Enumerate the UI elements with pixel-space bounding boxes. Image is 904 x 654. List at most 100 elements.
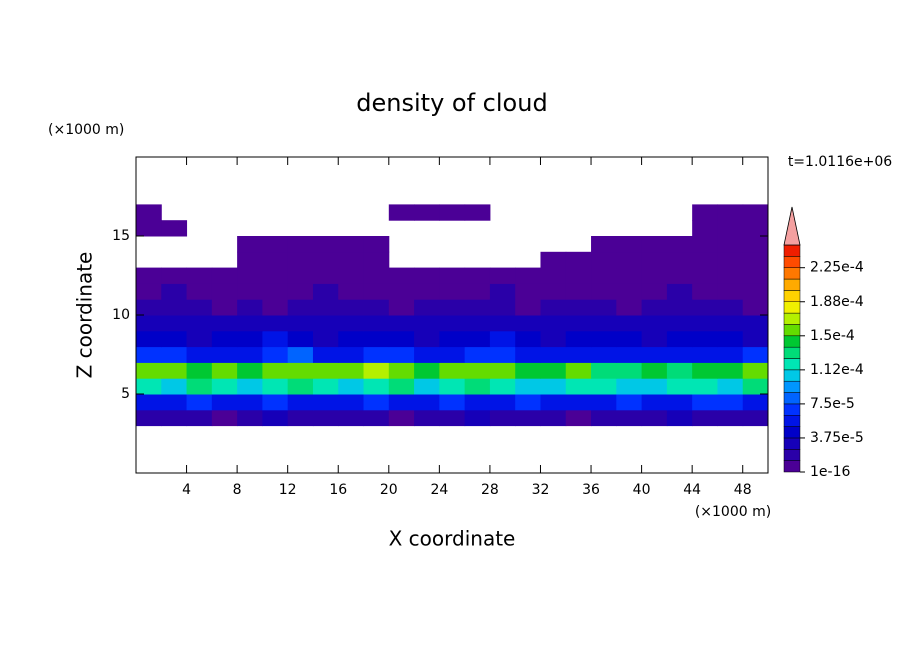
contour-cell bbox=[414, 362, 440, 379]
contour-cell bbox=[136, 220, 162, 237]
contour-cell bbox=[363, 251, 390, 269]
contour-cell bbox=[312, 362, 339, 379]
contour-cell bbox=[717, 299, 744, 316]
contour-cell bbox=[287, 236, 314, 253]
colorbar-tick-label: 7.5e-5 bbox=[810, 396, 855, 412]
contour-cell bbox=[439, 378, 466, 395]
contour-cell bbox=[616, 267, 643, 284]
colorbar-over bbox=[783, 206, 801, 246]
contour-cell bbox=[666, 299, 693, 316]
contour-cell bbox=[237, 236, 263, 253]
y-tick-label: 15 bbox=[112, 228, 130, 244]
contour-cell bbox=[616, 315, 643, 332]
contour-cell bbox=[515, 378, 541, 395]
colorbar-tick-label: 1e-16 bbox=[810, 464, 850, 480]
contour-cell bbox=[464, 283, 491, 300]
y-axis-label: Z coordinate bbox=[73, 252, 97, 379]
contour-cell bbox=[312, 236, 339, 253]
contour-cell bbox=[489, 283, 516, 300]
contour-cell bbox=[540, 362, 567, 379]
contour-cell bbox=[388, 378, 415, 395]
contour-cell bbox=[388, 315, 415, 332]
contour-cell bbox=[161, 283, 188, 300]
colorbar-segment bbox=[783, 244, 801, 257]
contour-cell bbox=[186, 394, 213, 411]
contour-cell bbox=[262, 330, 289, 348]
contour-cell bbox=[211, 409, 238, 427]
contour-cell bbox=[489, 267, 516, 284]
contour-cell bbox=[312, 394, 339, 411]
contour-cell bbox=[161, 378, 188, 395]
contour-cell bbox=[161, 346, 188, 363]
contour-cell bbox=[287, 315, 314, 332]
contour-cell bbox=[262, 378, 289, 395]
contour-cell bbox=[136, 267, 162, 284]
contour-cell bbox=[565, 378, 592, 395]
contour-cell bbox=[489, 346, 516, 363]
contour-cell bbox=[312, 299, 339, 316]
contour-cell bbox=[591, 409, 617, 427]
contour-cell bbox=[641, 330, 668, 348]
colorbar-segment bbox=[783, 278, 801, 291]
contour-cell bbox=[262, 251, 289, 269]
y-unit: (×1000 m) bbox=[48, 122, 124, 138]
contour-cell bbox=[565, 299, 592, 316]
colorbar-segment bbox=[783, 380, 801, 393]
contour-cell bbox=[237, 346, 263, 363]
contour-cell bbox=[692, 378, 718, 395]
colorbar-segment bbox=[783, 403, 801, 416]
contour-cell bbox=[287, 362, 314, 379]
contour-cell bbox=[161, 409, 188, 427]
x-tick-label: 36 bbox=[582, 482, 600, 498]
time-label: t=1.0116e+06 bbox=[788, 154, 892, 170]
contour-cell bbox=[515, 362, 541, 379]
contour-cell bbox=[641, 251, 668, 269]
contour-cell bbox=[388, 346, 415, 363]
contour-cell bbox=[338, 267, 365, 284]
contour-cell bbox=[591, 378, 617, 395]
colorbar-segment bbox=[783, 256, 801, 268]
contour-cell bbox=[439, 299, 466, 316]
contour-cell bbox=[136, 299, 162, 316]
contour-cell bbox=[742, 394, 769, 411]
contour-cell bbox=[414, 315, 440, 332]
contour-cell bbox=[742, 299, 769, 316]
contour-cell bbox=[565, 315, 592, 332]
contour-cell bbox=[262, 315, 289, 332]
contour-cell bbox=[312, 378, 339, 395]
contour-cell bbox=[287, 346, 314, 363]
contour-cell bbox=[388, 409, 415, 427]
contour-cell bbox=[186, 267, 213, 284]
contour-cell bbox=[136, 362, 162, 379]
contour-cell bbox=[136, 283, 162, 300]
contour-cell bbox=[515, 315, 541, 332]
contour-cell bbox=[262, 394, 289, 411]
contour-cell bbox=[237, 283, 263, 300]
contour-cell bbox=[439, 283, 466, 300]
contour-cell bbox=[211, 394, 238, 411]
contour-cell bbox=[211, 378, 238, 395]
contour-cell bbox=[338, 330, 365, 348]
contour-cell bbox=[161, 220, 188, 237]
contour-cell bbox=[287, 409, 314, 427]
contour-cell bbox=[211, 283, 238, 300]
contour-cell bbox=[338, 362, 365, 379]
contour-cell bbox=[237, 330, 263, 348]
contour-cell bbox=[666, 315, 693, 332]
colorbar-segment bbox=[783, 290, 801, 302]
contour-cell bbox=[363, 394, 390, 411]
x-tick-label: 48 bbox=[734, 482, 752, 498]
contour-cell bbox=[287, 251, 314, 269]
contour-cell bbox=[186, 362, 213, 379]
contour-cell bbox=[464, 346, 491, 363]
contour-cell bbox=[641, 299, 668, 316]
contour-cell bbox=[464, 394, 491, 411]
contour-cell bbox=[489, 409, 516, 427]
contour-cell bbox=[692, 346, 718, 363]
contour-cell bbox=[312, 346, 339, 363]
contour-cell bbox=[666, 251, 693, 269]
contour-cell bbox=[186, 299, 213, 316]
colorbar-segment bbox=[783, 392, 801, 405]
colorbar-segment bbox=[783, 358, 801, 371]
contour-cell bbox=[388, 267, 415, 284]
